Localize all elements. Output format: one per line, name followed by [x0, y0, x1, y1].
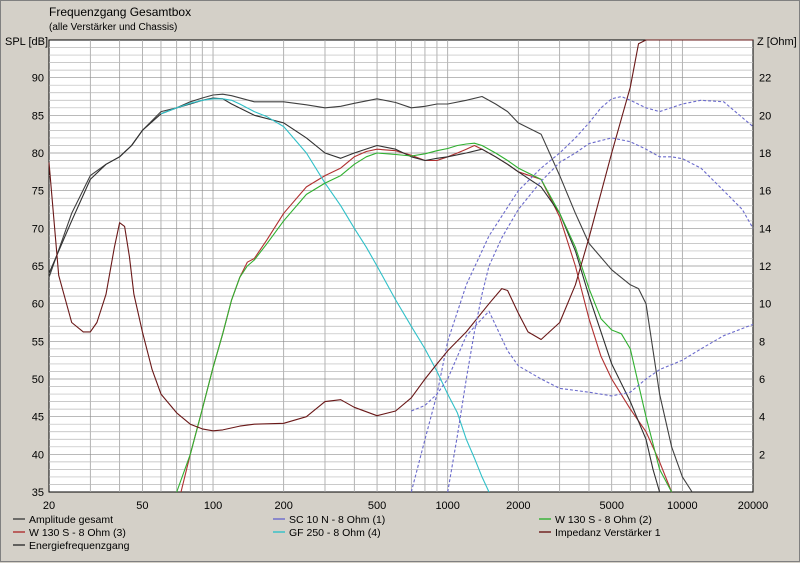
x-tick-label: 200 — [274, 500, 292, 512]
y-tick-label: 35 — [32, 487, 44, 499]
legend-entry: Amplitude gesamt — [29, 514, 113, 526]
chart-subtitle: (alle Verstärker und Chassis) — [49, 22, 177, 33]
y2-axis-label: Z [Ohm] — [757, 36, 797, 48]
x-tick-label: 1000 — [435, 500, 459, 512]
y2-tick-label: 22 — [759, 73, 771, 85]
series-line-5 — [176, 142, 673, 493]
y-tick-label: 90 — [32, 73, 44, 85]
x-tick-label: 20000 — [738, 500, 769, 512]
series-line-8 — [447, 137, 754, 493]
x-tick-label: 50 — [136, 500, 148, 512]
y2-tick-label: 14 — [759, 223, 771, 235]
x-tick-label: 2000 — [506, 500, 530, 512]
y-tick-label: 75 — [32, 186, 44, 198]
y2-tick-label: 18 — [759, 148, 771, 160]
y2-tick-label: 4 — [759, 412, 765, 424]
grid-lines — [49, 40, 753, 492]
y-tick-label: 85 — [32, 110, 44, 122]
y2-tick-label: 20 — [759, 110, 771, 122]
y-tick-label: 70 — [32, 223, 44, 235]
y2-tick-label: 12 — [759, 261, 771, 273]
series-line-6 — [48, 39, 753, 432]
x-tick-label: 5000 — [599, 500, 623, 512]
legend-entry: SC 10 N - 8 Ohm (1) — [289, 514, 385, 526]
series-line-7 — [411, 310, 754, 412]
series-line-3 — [410, 95, 754, 493]
x-tick-label: 20 — [43, 500, 55, 512]
series-line-2 — [48, 97, 661, 493]
legend-entry: Energiefrequenzgang — [29, 540, 130, 552]
x-tick-label: 500 — [368, 500, 386, 512]
legend-entry: Impedanz Verstärker 1 — [555, 527, 661, 539]
x-tick-label: 10000 — [667, 500, 698, 512]
series-line-4 — [160, 98, 490, 493]
y-tick-label: 60 — [32, 299, 44, 311]
y2-tick-label: 10 — [759, 299, 771, 311]
y-tick-label: 45 — [32, 412, 44, 424]
y2-tick-label: 6 — [759, 374, 765, 386]
legend-entry: GF 250 - 8 Ohm (4) — [289, 527, 381, 539]
legend-entry: W 130 S - 8 Ohm (2) — [555, 514, 652, 526]
y-axis-label: SPL [dB] — [5, 36, 48, 48]
y-tick-label: 40 — [32, 449, 44, 461]
y2-tick-label: 2 — [759, 449, 765, 461]
legend-entry: W 130 S - 8 Ohm (3) — [29, 527, 126, 539]
series-line-0 — [48, 93, 693, 493]
y-tick-label: 50 — [32, 374, 44, 386]
series-layer — [48, 39, 754, 493]
y2-tick-label: 8 — [759, 336, 765, 348]
chart-title: Frequenzgang Gesamtbox — [49, 5, 191, 19]
y-tick-label: 80 — [32, 148, 44, 160]
y-tick-label: 65 — [32, 261, 44, 273]
y-tick-label: 55 — [32, 336, 44, 348]
y2-tick-label: 16 — [759, 186, 771, 198]
x-tick-label: 100 — [204, 500, 222, 512]
axis-ticks: 20 50 100 200 500 1000 2000 5000 10000 20000 35 40 4… — [32, 73, 772, 512]
